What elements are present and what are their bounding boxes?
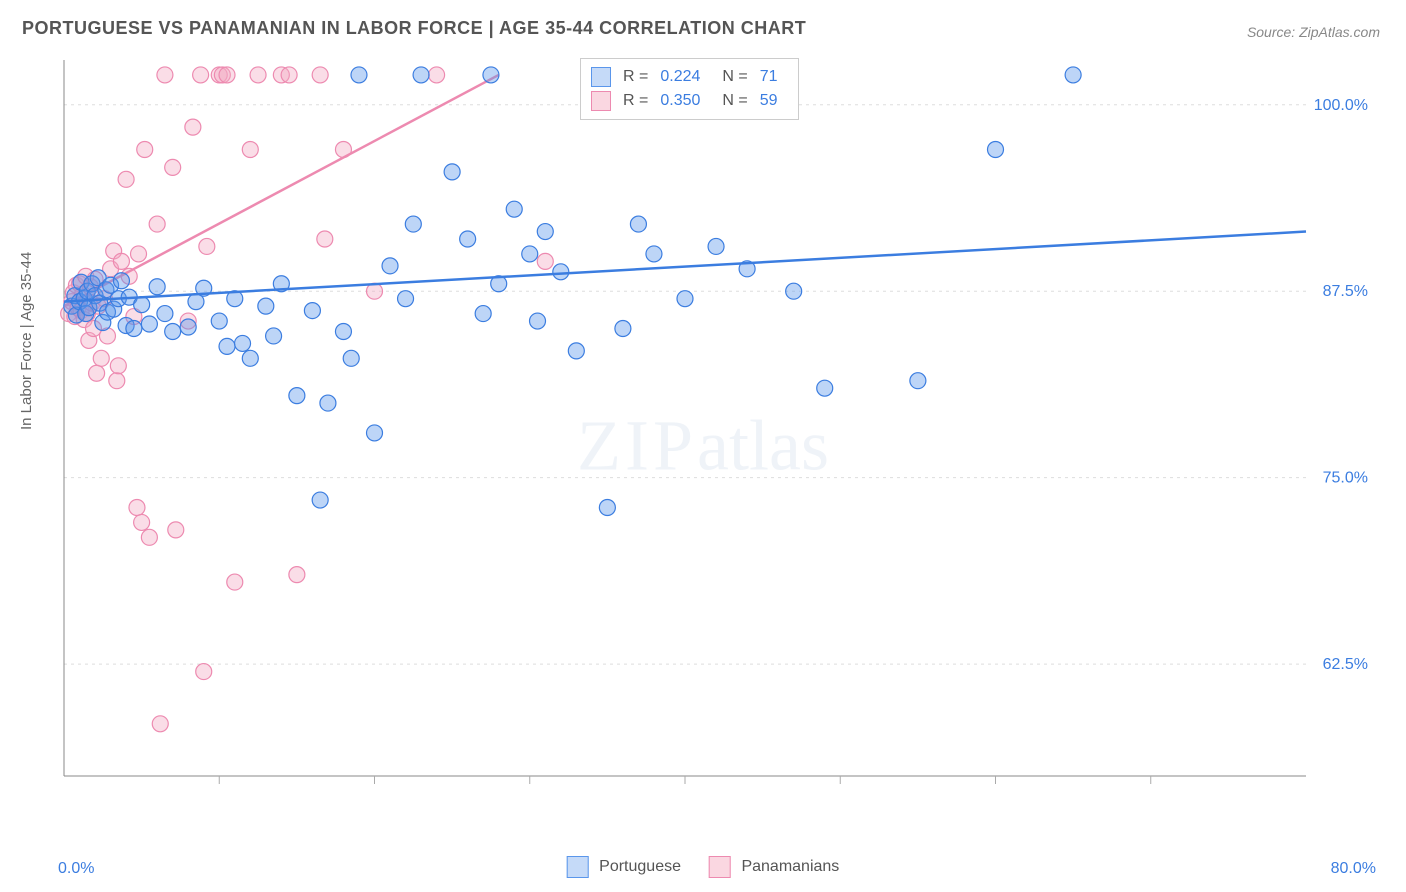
svg-text:100.0%: 100.0% — [1314, 97, 1368, 114]
chart-title: PORTUGUESE VS PANAMANIAN IN LABOR FORCE … — [22, 18, 806, 39]
svg-text:75.0%: 75.0% — [1323, 470, 1368, 487]
r-label: R = — [623, 65, 648, 89]
legend-item-portuguese: Portuguese — [567, 856, 681, 878]
source-label: Source: ZipAtlas.com — [1247, 24, 1380, 40]
r-label: R = — [623, 89, 648, 113]
legend-label: Panamanians — [741, 858, 839, 875]
svg-text:62.5%: 62.5% — [1323, 656, 1368, 673]
legend-bottom: Portuguese Panamanians — [567, 856, 840, 878]
n-value: 71 — [760, 65, 778, 89]
swatch-pink-icon — [709, 856, 731, 878]
legend-label: Portuguese — [599, 858, 681, 875]
legend-item-panamanians: Panamanians — [709, 856, 839, 878]
n-value: 59 — [760, 89, 778, 113]
swatch-blue-icon — [591, 67, 611, 87]
x-axis-min-label: 0.0% — [58, 860, 94, 878]
svg-text:87.5%: 87.5% — [1323, 283, 1368, 300]
n-label: N = — [722, 89, 747, 113]
r-value: 0.350 — [660, 89, 700, 113]
swatch-pink-icon — [591, 91, 611, 111]
n-label: N = — [722, 65, 747, 89]
legend-stats-box: R = 0.224 N = 71 R = 0.350 N = 59 — [580, 58, 799, 120]
legend-stats-row-2: R = 0.350 N = 59 — [591, 89, 788, 113]
y-axis-label: In Labor Force | Age 35-44 — [18, 252, 35, 430]
x-axis-max-label: 80.0% — [1331, 860, 1376, 878]
swatch-blue-icon — [567, 856, 589, 878]
r-value: 0.224 — [660, 65, 700, 89]
scatter-plot: 62.5% 75.0% 87.5% 100.0% — [56, 52, 1376, 812]
legend-stats-row-1: R = 0.224 N = 71 — [591, 65, 788, 89]
